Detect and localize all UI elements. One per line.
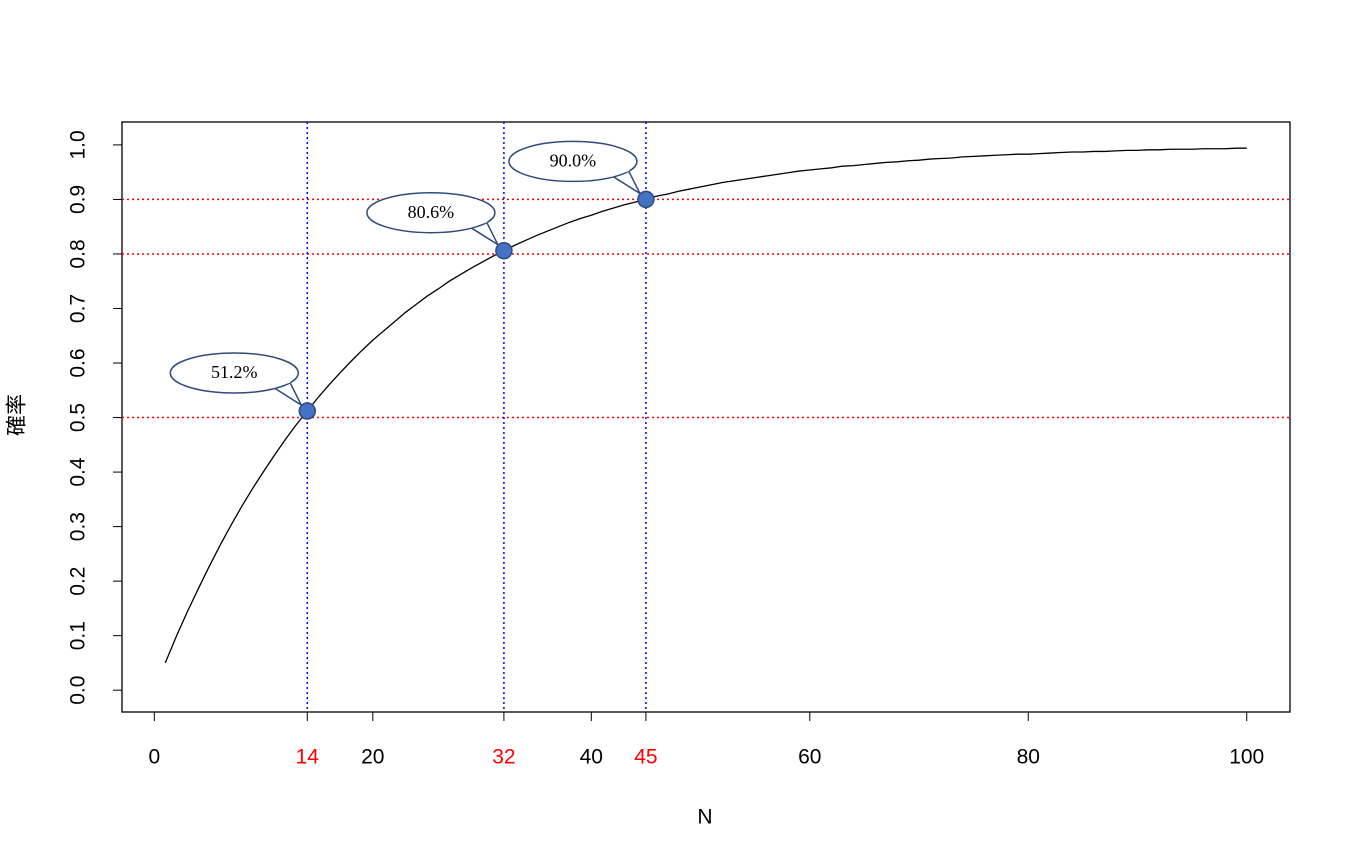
y-tick-label: 0.2 xyxy=(67,567,90,596)
callout-join xyxy=(468,219,488,229)
x-tick-label: 40 xyxy=(580,746,603,769)
y-tick-label: 0.0 xyxy=(67,676,90,705)
x-tick-label: 100 xyxy=(1229,746,1264,769)
y-tick-label: 0.5 xyxy=(67,403,90,432)
point xyxy=(298,402,317,420)
x-tick-label: 32 xyxy=(492,746,515,769)
x-tick-label: 20 xyxy=(361,746,384,769)
x-tick-label: 45 xyxy=(634,746,657,769)
data-label: 80.6% xyxy=(408,202,455,222)
y-tick-label: 0.1 xyxy=(67,621,90,650)
y-tick-label: 0.8 xyxy=(67,239,90,268)
x-tick-label: 0 xyxy=(148,746,160,769)
point xyxy=(495,241,513,260)
x-tick-label: 14 xyxy=(296,746,320,769)
x-tick-label: 80 xyxy=(1017,746,1040,769)
y-tick-label: 0.9 xyxy=(67,185,90,214)
y-tick-label: 0.7 xyxy=(67,294,90,323)
data-label: 90.0% xyxy=(550,151,597,171)
y-tick-label: 0.4 xyxy=(67,457,90,487)
callout-join xyxy=(271,379,291,389)
y-axis-label: 確率 xyxy=(6,394,29,436)
point xyxy=(637,190,655,209)
curve xyxy=(164,147,1247,664)
callout-bubble xyxy=(169,352,300,394)
callout-bubble xyxy=(366,191,496,234)
callout-bubble xyxy=(508,140,638,183)
y-tick-label: 1.0 xyxy=(67,130,90,159)
callout-join xyxy=(610,168,630,177)
data-label: 51.2% xyxy=(211,362,258,382)
x-axis-label: N xyxy=(697,806,712,829)
y-tick-label: 0.6 xyxy=(67,348,90,377)
y-tick-label: 0.3 xyxy=(67,512,90,541)
x-tick-label: 60 xyxy=(798,746,821,769)
